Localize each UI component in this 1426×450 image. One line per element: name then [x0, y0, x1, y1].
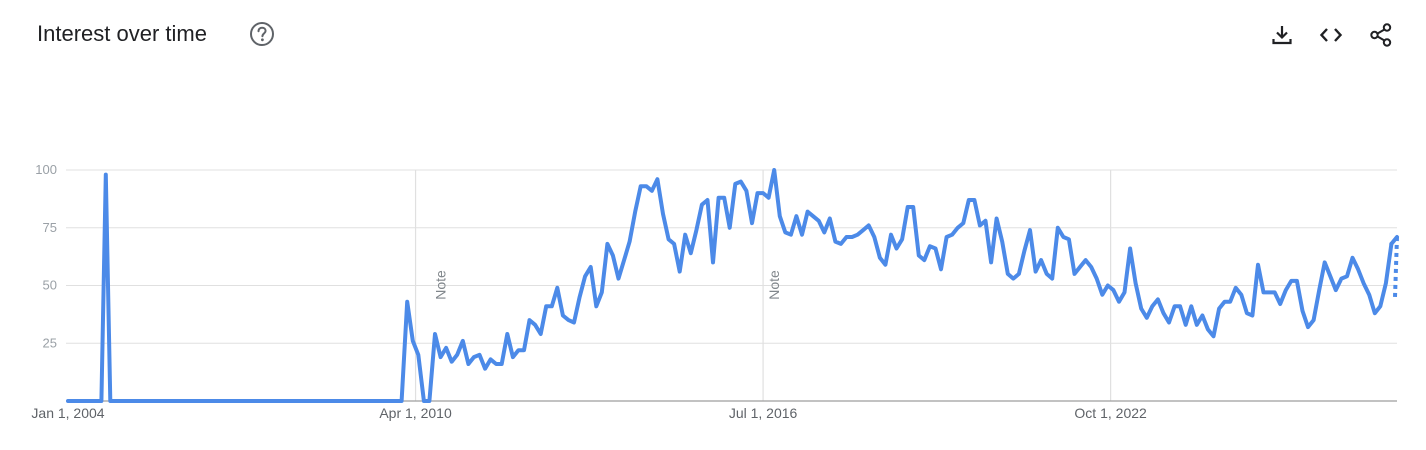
y-tick-label: 50 — [43, 278, 57, 293]
x-tick-label: Jan 1, 2004 — [31, 405, 104, 421]
chart-title: Interest over time — [37, 21, 207, 46]
note-annotation: Note — [766, 270, 782, 300]
help-circle-icon[interactable] — [249, 21, 275, 47]
y-tick-label: 25 — [43, 335, 57, 350]
code-icon[interactable] — [1318, 22, 1344, 48]
series-line-partial — [1393, 236, 1399, 298]
series-line — [66, 168, 1394, 403]
x-tick-label: Apr 1, 2010 — [379, 405, 452, 421]
x-tick-label: Oct 1, 2022 — [1074, 405, 1147, 421]
y-tick-label: 75 — [43, 220, 57, 235]
x-tick-label: Jul 1, 2016 — [729, 405, 798, 421]
y-tick-label: 100 — [35, 162, 57, 177]
download-icon[interactable] — [1269, 22, 1295, 48]
chart-header: Interest over time — [0, 0, 1426, 70]
share-icon[interactable] — [1368, 22, 1394, 48]
note-annotation: Note — [432, 270, 448, 300]
